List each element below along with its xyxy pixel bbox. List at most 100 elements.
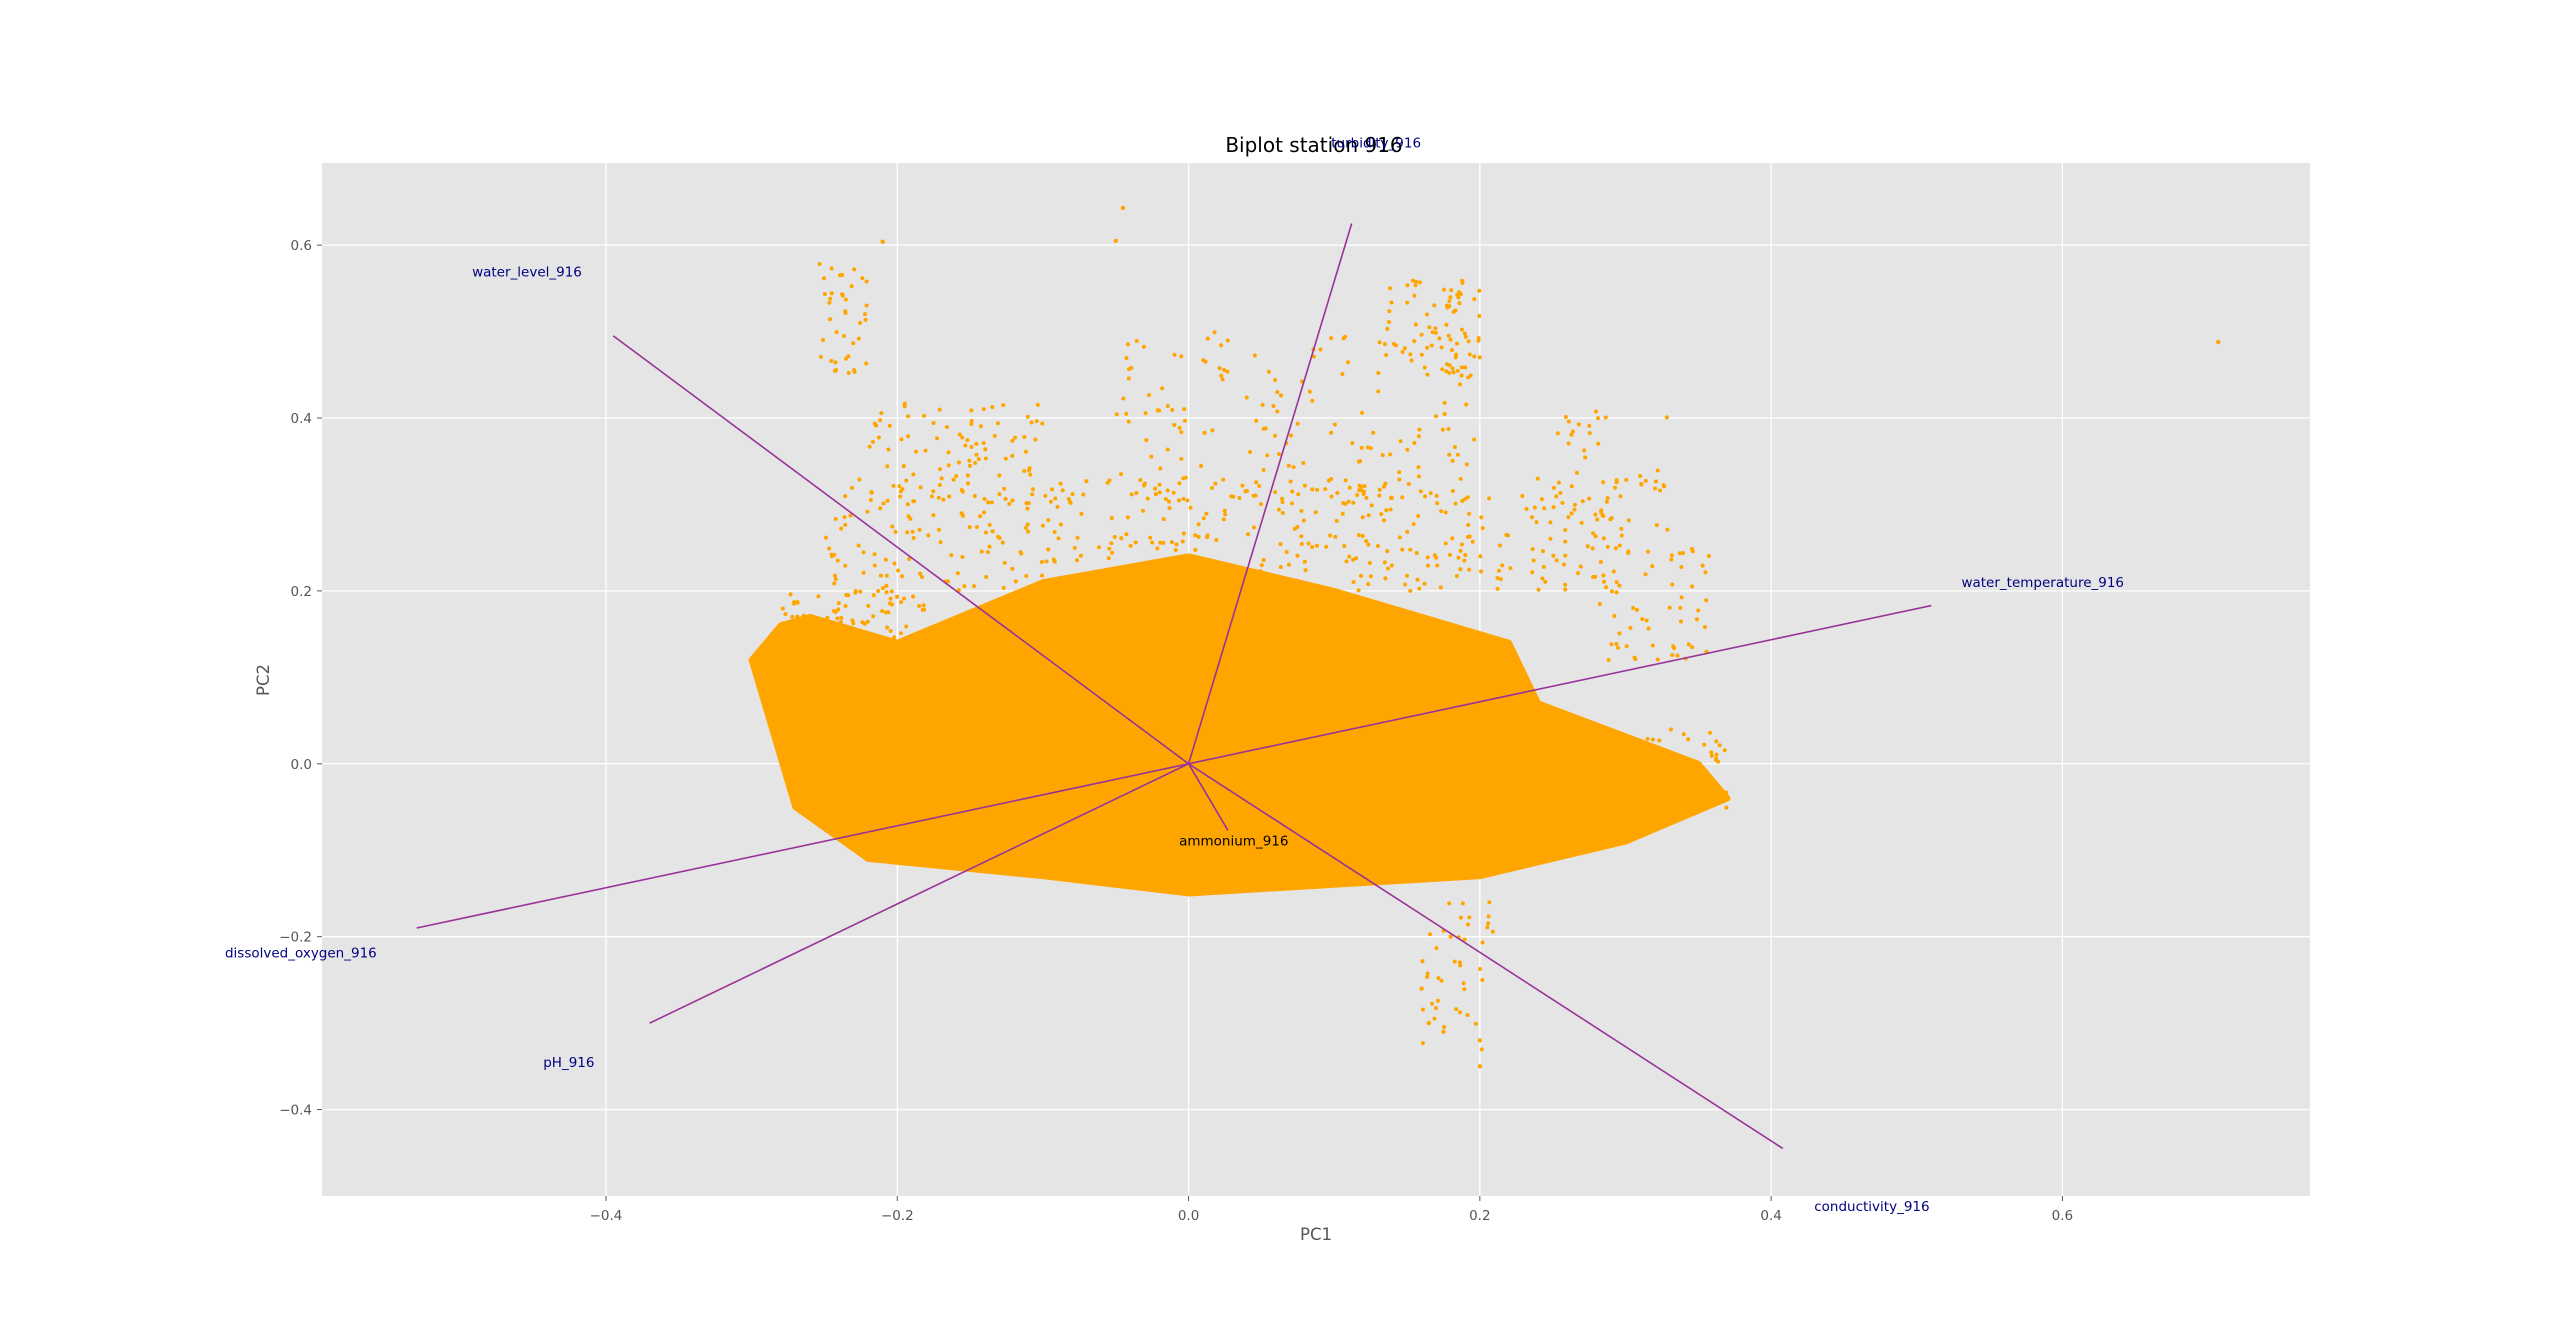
scatter-point [880,239,885,244]
scatter-point [1153,492,1158,497]
scatter-point [1443,510,1448,515]
scatter-point [1060,488,1065,493]
scatter-point [1463,334,1468,339]
scatter-point [827,546,832,551]
scatter-point [1444,369,1449,374]
scatter-point [1412,293,1417,298]
scatter-point [1299,534,1304,539]
scatter-point [1098,588,1103,593]
scatter-point [1414,550,1419,555]
scatter-point [799,655,804,660]
scatter-point [1436,976,1441,981]
scatter-point [885,625,890,630]
scatter-point [1585,544,1590,549]
scatter-point [899,662,904,667]
scatter-point [1212,330,1217,335]
scatter-point [1158,466,1163,471]
scatter-point [1276,507,1281,512]
scatter-point [1678,605,1683,610]
scatter-point [1441,287,1446,292]
scatter-point [1078,553,1083,558]
scatter-point [1405,447,1410,452]
scatter-point [856,674,861,679]
scatter-point [983,456,988,461]
scatter-point [911,472,916,477]
scatter-point [938,540,943,545]
scatter-point [1454,1007,1459,1012]
scatter-point [1324,544,1329,549]
scatter-point [1665,527,1670,532]
scatter-point [1472,354,1477,359]
scatter-point [856,543,861,548]
scatter-point [792,600,797,605]
scatter-point [1403,582,1408,587]
scatter-point [1343,501,1348,506]
scatter-point [1627,797,1632,802]
scatter-point [973,461,978,466]
scatter-point [801,613,806,618]
scatter-point [1364,539,1369,544]
scatter-point [1617,543,1622,548]
scatter-point [1714,756,1719,761]
scatter-point [1556,480,1561,485]
scatter-point [1611,569,1616,574]
scatter-point [1657,760,1662,765]
scatter-point [1106,556,1111,561]
scatter-point [1454,573,1459,578]
scatter-point [829,291,834,296]
scatter-point [1254,418,1259,423]
scatter-point [1645,736,1650,741]
scatter-point [992,433,997,438]
scatter-point [1050,487,1055,492]
scatter-point [1681,550,1686,555]
scatter-point [1563,415,1568,420]
scatter-point [1458,476,1463,481]
scatter-point [1074,558,1079,563]
scatter-point [1048,499,1053,504]
scatter-point [1566,515,1571,520]
scatter-point [1307,389,1312,394]
scatter-point [858,589,863,594]
scatter-point [1417,280,1422,285]
x-tick-label: −0.4 [590,1208,623,1224]
scatter-point [795,614,800,619]
scatter-point [1010,453,1015,458]
scatter-point [1543,579,1548,584]
scatter-point [1435,998,1440,1003]
scatter-point [1694,617,1699,622]
scatter-point [995,421,1000,426]
scatter-point [797,623,802,628]
scatter-point [1447,371,1452,376]
scatter-point [1141,508,1146,513]
scatter-point [1541,564,1546,569]
scatter-point [1630,774,1635,779]
scatter-point [1478,967,1483,972]
scatter-point [833,368,838,373]
scatter-point [1157,482,1162,487]
scatter-point [1693,767,1698,772]
scatter-point [1414,279,1419,284]
scatter-point [868,497,873,502]
scatter-point [1614,478,1619,483]
scatter-point [1638,473,1643,478]
scatter-point [1609,589,1614,594]
scatter-point [857,633,862,638]
scatter-point [1439,345,1444,350]
scatter-point [1196,522,1201,527]
scatter-point [1617,583,1622,588]
scatter-point [1433,414,1438,419]
scatter-point [1624,477,1629,482]
scatter-point [1448,934,1453,939]
scatter-point [1295,421,1300,426]
scatter-point [792,619,797,624]
scatter-point [1170,407,1175,412]
scatter-point [802,627,807,632]
scatter-point [1272,433,1277,438]
scatter-point [1380,453,1385,458]
scatter-point [1485,925,1490,930]
scatter-point [1631,739,1636,744]
loading-vector [612,335,1190,765]
scatter-point [1147,393,1152,398]
scatter-point [1465,922,1470,927]
scatter-point [1634,784,1639,789]
